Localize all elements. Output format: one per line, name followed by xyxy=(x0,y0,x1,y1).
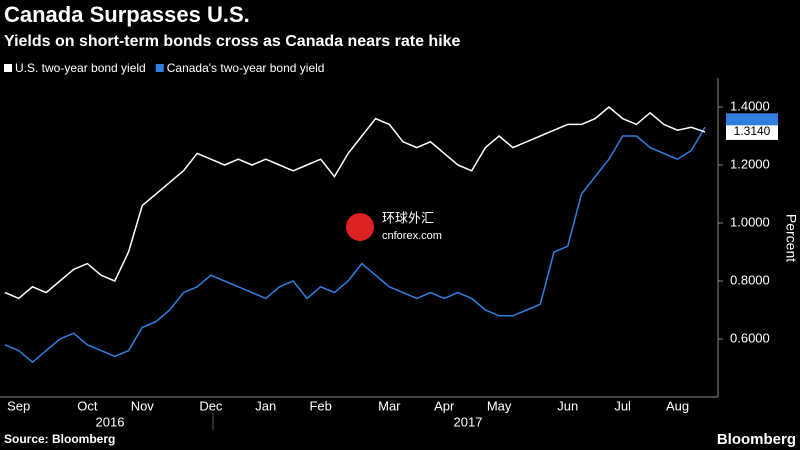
line-series xyxy=(4,106,706,300)
legend-swatch xyxy=(4,64,12,72)
x-tick-label: Oct xyxy=(77,398,98,413)
y-tick-label: 0.6000 xyxy=(730,330,770,345)
brand: Bloomberg xyxy=(717,431,796,448)
y-tick-label: 1.0000 xyxy=(730,214,770,229)
x-tick-label: May xyxy=(487,398,512,413)
x-tick-label: Jan xyxy=(255,398,276,413)
y-axis-title: Percent xyxy=(783,214,799,262)
end-label-box xyxy=(726,113,778,126)
x-tick-label: Sep xyxy=(7,398,30,413)
legend-swatch xyxy=(155,64,164,72)
watermark: 环球外汇 xyxy=(382,210,434,225)
watermark-logo xyxy=(346,213,374,241)
source: Source: Bloomberg xyxy=(4,432,115,446)
x-tick-label: Nov xyxy=(131,398,155,413)
watermark: cnforex.com xyxy=(382,230,442,242)
year-label: 2016 xyxy=(96,414,125,429)
end-label-box xyxy=(726,123,778,140)
legend-label: U.S. two-year bond yield xyxy=(15,61,146,75)
x-tick-label: Jul xyxy=(614,398,631,413)
chart-title: Canada Surpasses U.S. xyxy=(4,2,250,27)
line-series xyxy=(4,126,706,364)
year-label: 2017 xyxy=(454,414,483,429)
x-tick-label: Dec xyxy=(199,398,223,413)
legend-label: Canada's two-year bond yield xyxy=(167,61,325,75)
x-tick-label: Feb xyxy=(309,398,331,413)
x-tick-label: Mar xyxy=(378,398,401,413)
end-label: 1.3140 xyxy=(734,124,771,138)
y-tick-label: 1.4000 xyxy=(730,98,770,113)
y-tick-label: 0.8000 xyxy=(730,272,770,287)
y-tick-label: 1.2000 xyxy=(730,156,770,171)
x-tick-label: Apr xyxy=(434,398,455,413)
x-tick-label: Jun xyxy=(557,398,578,413)
chart-subtitle: Yields on short-term bonds cross as Cana… xyxy=(4,33,461,50)
x-tick-label: Aug xyxy=(666,398,689,413)
